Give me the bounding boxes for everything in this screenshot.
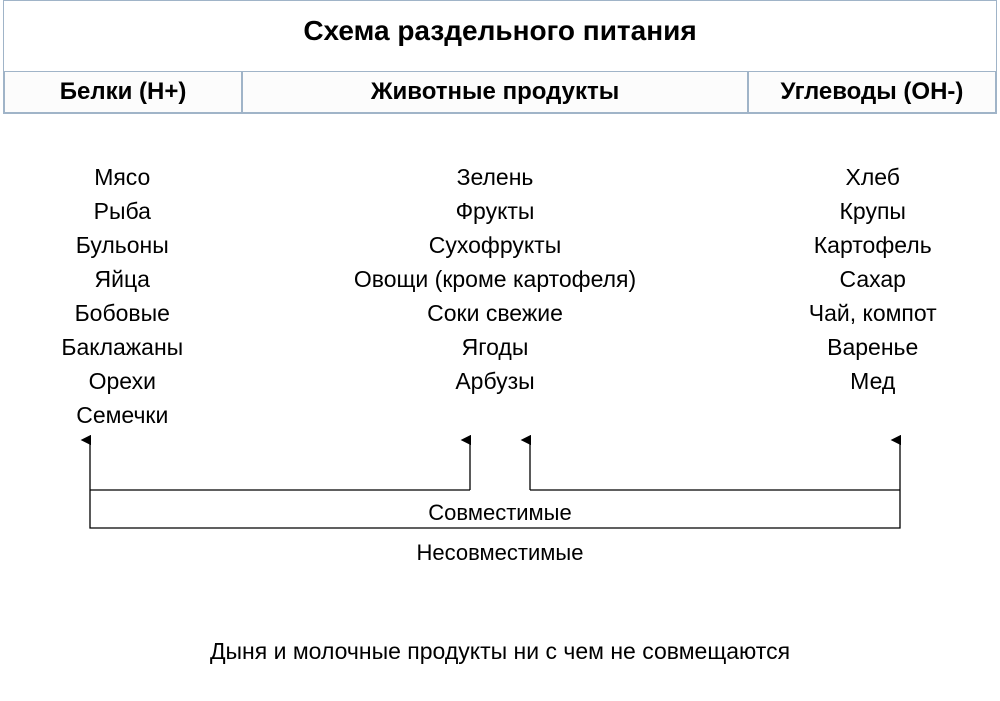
compatibility-diagram: Совместимые Несовместимые (0, 432, 1000, 582)
list-item: Ягоды (242, 330, 749, 364)
list-item: Фрукты (242, 194, 749, 228)
columns-container: МясоРыбаБульоныЯйцаБобовыеБаклажаныОрехи… (3, 140, 997, 436)
list-item: Мед (748, 364, 997, 398)
list-item: Бобовые (3, 296, 242, 330)
column-0: МясоРыбаБульоныЯйцаБобовыеБаклажаныОрехи… (3, 160, 242, 432)
list-item: Крупы (748, 194, 997, 228)
list-item: Варенье (748, 330, 997, 364)
list-item: Соки свежие (242, 296, 749, 330)
page-title: Схема раздельного питания (4, 1, 996, 71)
list-item: Хлеб (748, 160, 997, 194)
list-item: Овощи (кроме картофеля) (242, 262, 749, 296)
list-item: Баклажаны (3, 330, 242, 364)
list-item: Сахар (748, 262, 997, 296)
list-item: Бульоны (3, 228, 242, 262)
label-compatible: Совместимые (350, 500, 650, 526)
list-item: Яйца (3, 262, 242, 296)
footnote: Дыня и молочные продукты ни с чем не сов… (0, 638, 1000, 665)
column-2: ХлебКрупыКартофельСахарЧай, компотВарень… (748, 160, 997, 432)
list-item: Сухофрукты (242, 228, 749, 262)
column-header-proteins: Белки (Н+) (4, 71, 242, 113)
column-header-carbs: Углеводы (ОН-) (748, 71, 996, 113)
diagram-frame: Схема раздельного питания Белки (Н+) Жив… (3, 0, 997, 114)
column-header-animal-products: Животные продукты (242, 71, 748, 113)
list-item: Рыба (3, 194, 242, 228)
list-item: Семечки (3, 398, 242, 432)
list-item: Орехи (3, 364, 242, 398)
list-item: Арбузы (242, 364, 749, 398)
list-item: Зелень (242, 160, 749, 194)
list-item: Картофель (748, 228, 997, 262)
label-incompatible: Несовместимые (350, 540, 650, 566)
header-row: Белки (Н+) Животные продукты Углеводы (О… (4, 71, 996, 113)
column-1: ЗеленьФруктыСухофруктыОвощи (кроме карто… (242, 160, 749, 432)
list-item: Чай, компот (748, 296, 997, 330)
list-item: Мясо (3, 160, 242, 194)
